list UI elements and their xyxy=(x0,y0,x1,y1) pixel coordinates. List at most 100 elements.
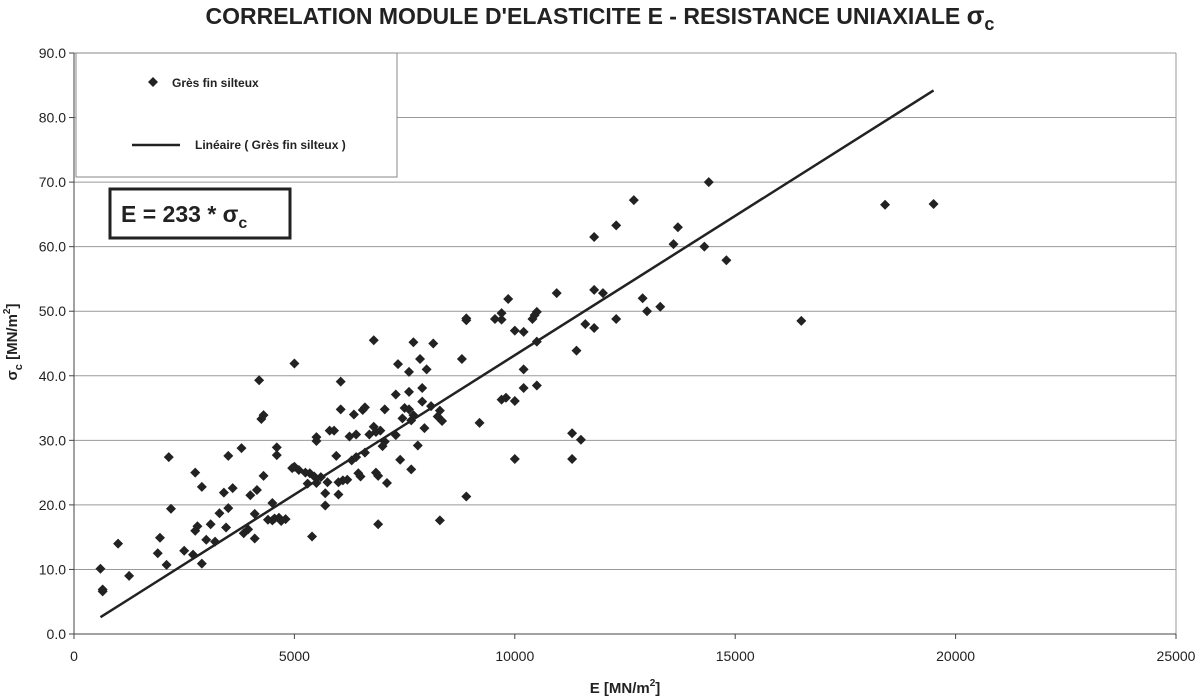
data-point xyxy=(518,364,529,375)
y-tick-label: 10.0 xyxy=(39,561,66,577)
data-point xyxy=(597,288,608,299)
equation-annotation: E = 233 * σc xyxy=(108,187,292,240)
data-point xyxy=(221,522,232,533)
data-point xyxy=(404,404,415,415)
data-point xyxy=(201,534,212,545)
data-point xyxy=(335,376,346,387)
data-point xyxy=(320,488,331,499)
y-axis-ticks: 0.0 10.0 20.0 30.0 40.0 50.0 60.0 70.0 80.0 90.0 xyxy=(39,45,74,642)
data-point xyxy=(196,558,207,569)
data-points xyxy=(95,177,939,597)
data-point xyxy=(249,533,260,544)
data-point xyxy=(580,319,591,330)
data-point xyxy=(395,454,406,465)
x-tick-label: 25000 xyxy=(1157,648,1196,664)
data-point xyxy=(571,345,582,356)
legend-trend-label: Linéaire ( Grès fin silteux ) xyxy=(195,138,346,152)
y-tick-label: 70.0 xyxy=(39,174,66,190)
data-point xyxy=(796,315,807,326)
data-point xyxy=(928,199,939,210)
data-point xyxy=(280,514,291,525)
data-point xyxy=(489,313,500,324)
data-point xyxy=(417,396,428,407)
data-point xyxy=(518,383,529,394)
data-point xyxy=(373,470,384,481)
equation-sigma-subscript: c xyxy=(238,215,247,232)
data-point xyxy=(179,545,190,556)
data-point xyxy=(218,487,229,498)
data-point xyxy=(390,389,401,400)
data-point xyxy=(311,432,322,443)
data-point xyxy=(258,470,269,481)
data-point xyxy=(97,586,108,597)
data-point xyxy=(124,570,135,581)
data-point xyxy=(165,503,176,514)
y-tick-label: 80.0 xyxy=(39,110,66,126)
y-tick-label: 30.0 xyxy=(39,432,66,448)
data-point xyxy=(518,326,529,337)
data-point xyxy=(434,515,445,526)
title-sigma-subscript: c xyxy=(984,14,994,34)
data-point xyxy=(322,477,333,488)
data-point xyxy=(415,353,426,364)
equation-text: E = 233 * σc xyxy=(121,201,247,232)
legend: Grès fin silteux Linéaire ( Grès fin sil… xyxy=(75,52,398,178)
y-tick-label: 90.0 xyxy=(39,45,66,61)
data-point xyxy=(289,358,300,369)
data-point xyxy=(404,386,415,397)
data-point xyxy=(509,325,520,336)
data-point xyxy=(531,306,542,317)
data-point xyxy=(503,293,514,304)
data-point xyxy=(437,415,448,426)
legend-series-label: Grès fin silteux xyxy=(172,76,259,90)
data-point xyxy=(567,428,578,439)
equation-sigma-symbol: σ xyxy=(223,201,239,227)
data-point xyxy=(254,375,265,386)
legend-diamond-marker xyxy=(148,77,158,87)
y-tick-label: 60.0 xyxy=(39,239,66,255)
data-point xyxy=(628,195,639,206)
data-point xyxy=(351,429,362,440)
data-point xyxy=(152,548,163,559)
data-point xyxy=(192,521,203,532)
data-point xyxy=(331,450,342,461)
data-point xyxy=(406,464,417,475)
data-point xyxy=(509,395,520,406)
data-point xyxy=(456,353,467,364)
data-point xyxy=(251,485,262,496)
data-point xyxy=(434,405,445,416)
data-point xyxy=(637,293,648,304)
data-point xyxy=(320,500,331,511)
data-point xyxy=(589,231,600,242)
data-point xyxy=(668,239,679,250)
y-axis-title: σc [MN/m2] xyxy=(2,304,25,381)
data-point xyxy=(355,471,366,482)
data-point xyxy=(474,417,485,428)
data-point xyxy=(408,337,419,348)
data-point xyxy=(190,467,201,478)
data-point xyxy=(373,519,384,530)
data-point xyxy=(243,524,254,535)
data-point xyxy=(368,335,379,346)
data-point xyxy=(335,404,346,415)
data-point xyxy=(496,308,507,319)
data-point xyxy=(672,222,683,233)
data-point xyxy=(348,409,359,420)
data-point xyxy=(880,199,891,210)
data-point xyxy=(359,402,370,413)
data-point xyxy=(205,519,216,530)
data-point xyxy=(589,284,600,295)
data-point xyxy=(428,338,439,349)
data-point xyxy=(381,477,392,488)
data-point xyxy=(611,220,622,231)
data-point xyxy=(404,366,415,377)
data-point xyxy=(721,255,732,266)
data-point xyxy=(531,380,542,391)
data-point xyxy=(236,443,247,454)
data-point xyxy=(271,450,282,461)
data-point xyxy=(703,177,714,188)
data-point xyxy=(375,425,386,436)
data-point xyxy=(342,474,353,485)
data-point xyxy=(496,314,507,325)
x-tick-label: 20000 xyxy=(936,648,975,664)
